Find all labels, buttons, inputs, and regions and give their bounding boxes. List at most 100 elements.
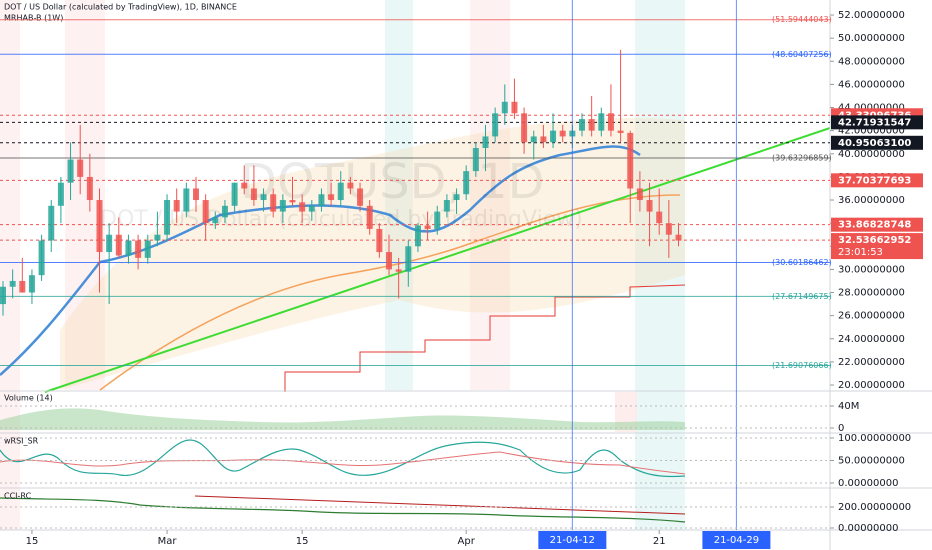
watermark-subtitle: DOT / US Dollar (calculated by TradingVi…	[100, 207, 583, 232]
candle-body	[48, 205, 55, 241]
candle-body	[279, 200, 286, 212]
candle-body	[260, 194, 267, 201]
price-label-box	[831, 115, 923, 130]
countdown: 23:01:53	[838, 247, 883, 258]
candle-body	[501, 101, 508, 114]
candle-body	[289, 200, 296, 203]
candle-body	[77, 159, 84, 177]
candle-body	[472, 147, 479, 172]
chart-title: DOT / US Dollar (calculated by TradingVi…	[4, 3, 237, 12]
y-tick-label: 28.00000000	[838, 288, 905, 299]
candle-body	[154, 234, 161, 241]
price-label-box	[831, 135, 923, 150]
y-tick-label: 24.00000000	[838, 334, 905, 345]
y-tick-label: 30.00000000	[838, 264, 905, 275]
y-tick-label: 50.00000000	[838, 456, 905, 467]
candle-body	[19, 280, 26, 293]
level-label: (48.60407256)	[772, 50, 832, 59]
x-tick-label: 21-04-12	[550, 535, 595, 546]
y-tick-label: 42.00000000	[838, 126, 905, 137]
candle-body	[173, 200, 180, 212]
candle-body	[395, 269, 402, 272]
blue-average	[0, 145, 641, 376]
candle-body	[164, 200, 171, 235]
x-tick-label: Apr	[458, 536, 476, 547]
candle-body	[270, 194, 277, 212]
candle-body	[357, 188, 364, 206]
candle-body	[318, 194, 325, 206]
date-label-box	[702, 531, 771, 549]
candle-body	[424, 225, 431, 229]
y-tick-label: 48.00000000	[838, 56, 905, 67]
volume-area	[0, 408, 685, 430]
candle-body	[86, 176, 93, 201]
wrsi-curve	[0, 439, 686, 478]
candle-body	[463, 171, 470, 195]
cci-trend	[194, 495, 686, 515]
candle-body	[521, 113, 528, 143]
candle-body	[0, 286, 6, 305]
y-tick-label: 26.00000000	[838, 311, 905, 322]
candle-body	[135, 240, 142, 258]
trendline	[44, 127, 831, 393]
price-label: 37.70377693	[838, 175, 911, 186]
x-tick-label: 15	[26, 536, 39, 547]
y-tick-label: 40.00000000	[838, 149, 905, 160]
price-label-box	[831, 217, 923, 232]
pane-title: wRSI_SR	[4, 437, 39, 446]
candle-body	[299, 202, 306, 212]
candle-body	[559, 130, 566, 137]
candle-body	[530, 136, 537, 143]
wrsi-signal	[0, 451, 686, 475]
candle-body	[231, 182, 238, 206]
candle-body	[386, 252, 392, 270]
candle-body	[598, 113, 605, 131]
candle-body	[337, 182, 344, 201]
price-label: 32.53662952	[838, 235, 911, 246]
candle-body	[9, 280, 16, 287]
candle-body	[443, 200, 450, 212]
step-line	[284, 284, 686, 392]
candle-body	[414, 225, 421, 247]
candle-body	[482, 136, 489, 148]
candle-body	[511, 101, 518, 114]
cci-curve	[0, 497, 686, 523]
price-label: 42.71931547	[838, 117, 911, 128]
y-tick-label: 52.00000000	[838, 10, 905, 21]
candle-body	[434, 211, 441, 229]
x-tick-label: 21-04-29	[714, 535, 759, 546]
y-tick-label: 40M	[838, 401, 859, 412]
candle-body	[376, 228, 383, 253]
candle-body	[588, 119, 595, 131]
candle-body	[106, 234, 113, 253]
candle-body	[115, 234, 122, 256]
y-tick-label: 0.00000000	[838, 478, 898, 489]
y-tick-label: 0	[838, 423, 844, 434]
y-tick-label: 200.00000000	[838, 502, 911, 513]
candle-body	[183, 188, 190, 212]
candle-body	[202, 200, 209, 224]
y-tick-label: 36.00000000	[838, 195, 905, 206]
y-tick-label: 20.00000000	[838, 380, 905, 391]
pane-title: Volume (14)	[4, 394, 53, 403]
candle-body	[221, 205, 228, 218]
y-tick-label: 44.00000000	[838, 103, 905, 114]
candle-body	[627, 132, 634, 189]
candle-body	[550, 130, 557, 143]
candle-body	[366, 205, 373, 229]
candle-body	[675, 234, 682, 241]
candle-body	[453, 194, 460, 201]
level-label: (51.59444043)	[772, 15, 832, 24]
candle-body	[212, 217, 219, 224]
candle-body	[492, 113, 499, 137]
level-label: (39.63296859)	[772, 154, 832, 163]
x-tick-label: 15	[296, 536, 309, 547]
candle-body	[665, 223, 672, 235]
candle-body	[67, 159, 74, 183]
candle-body	[579, 119, 585, 131]
candle-body	[57, 182, 64, 206]
candle-body	[617, 130, 624, 133]
candle-body	[308, 205, 315, 212]
candle-body	[250, 188, 257, 201]
